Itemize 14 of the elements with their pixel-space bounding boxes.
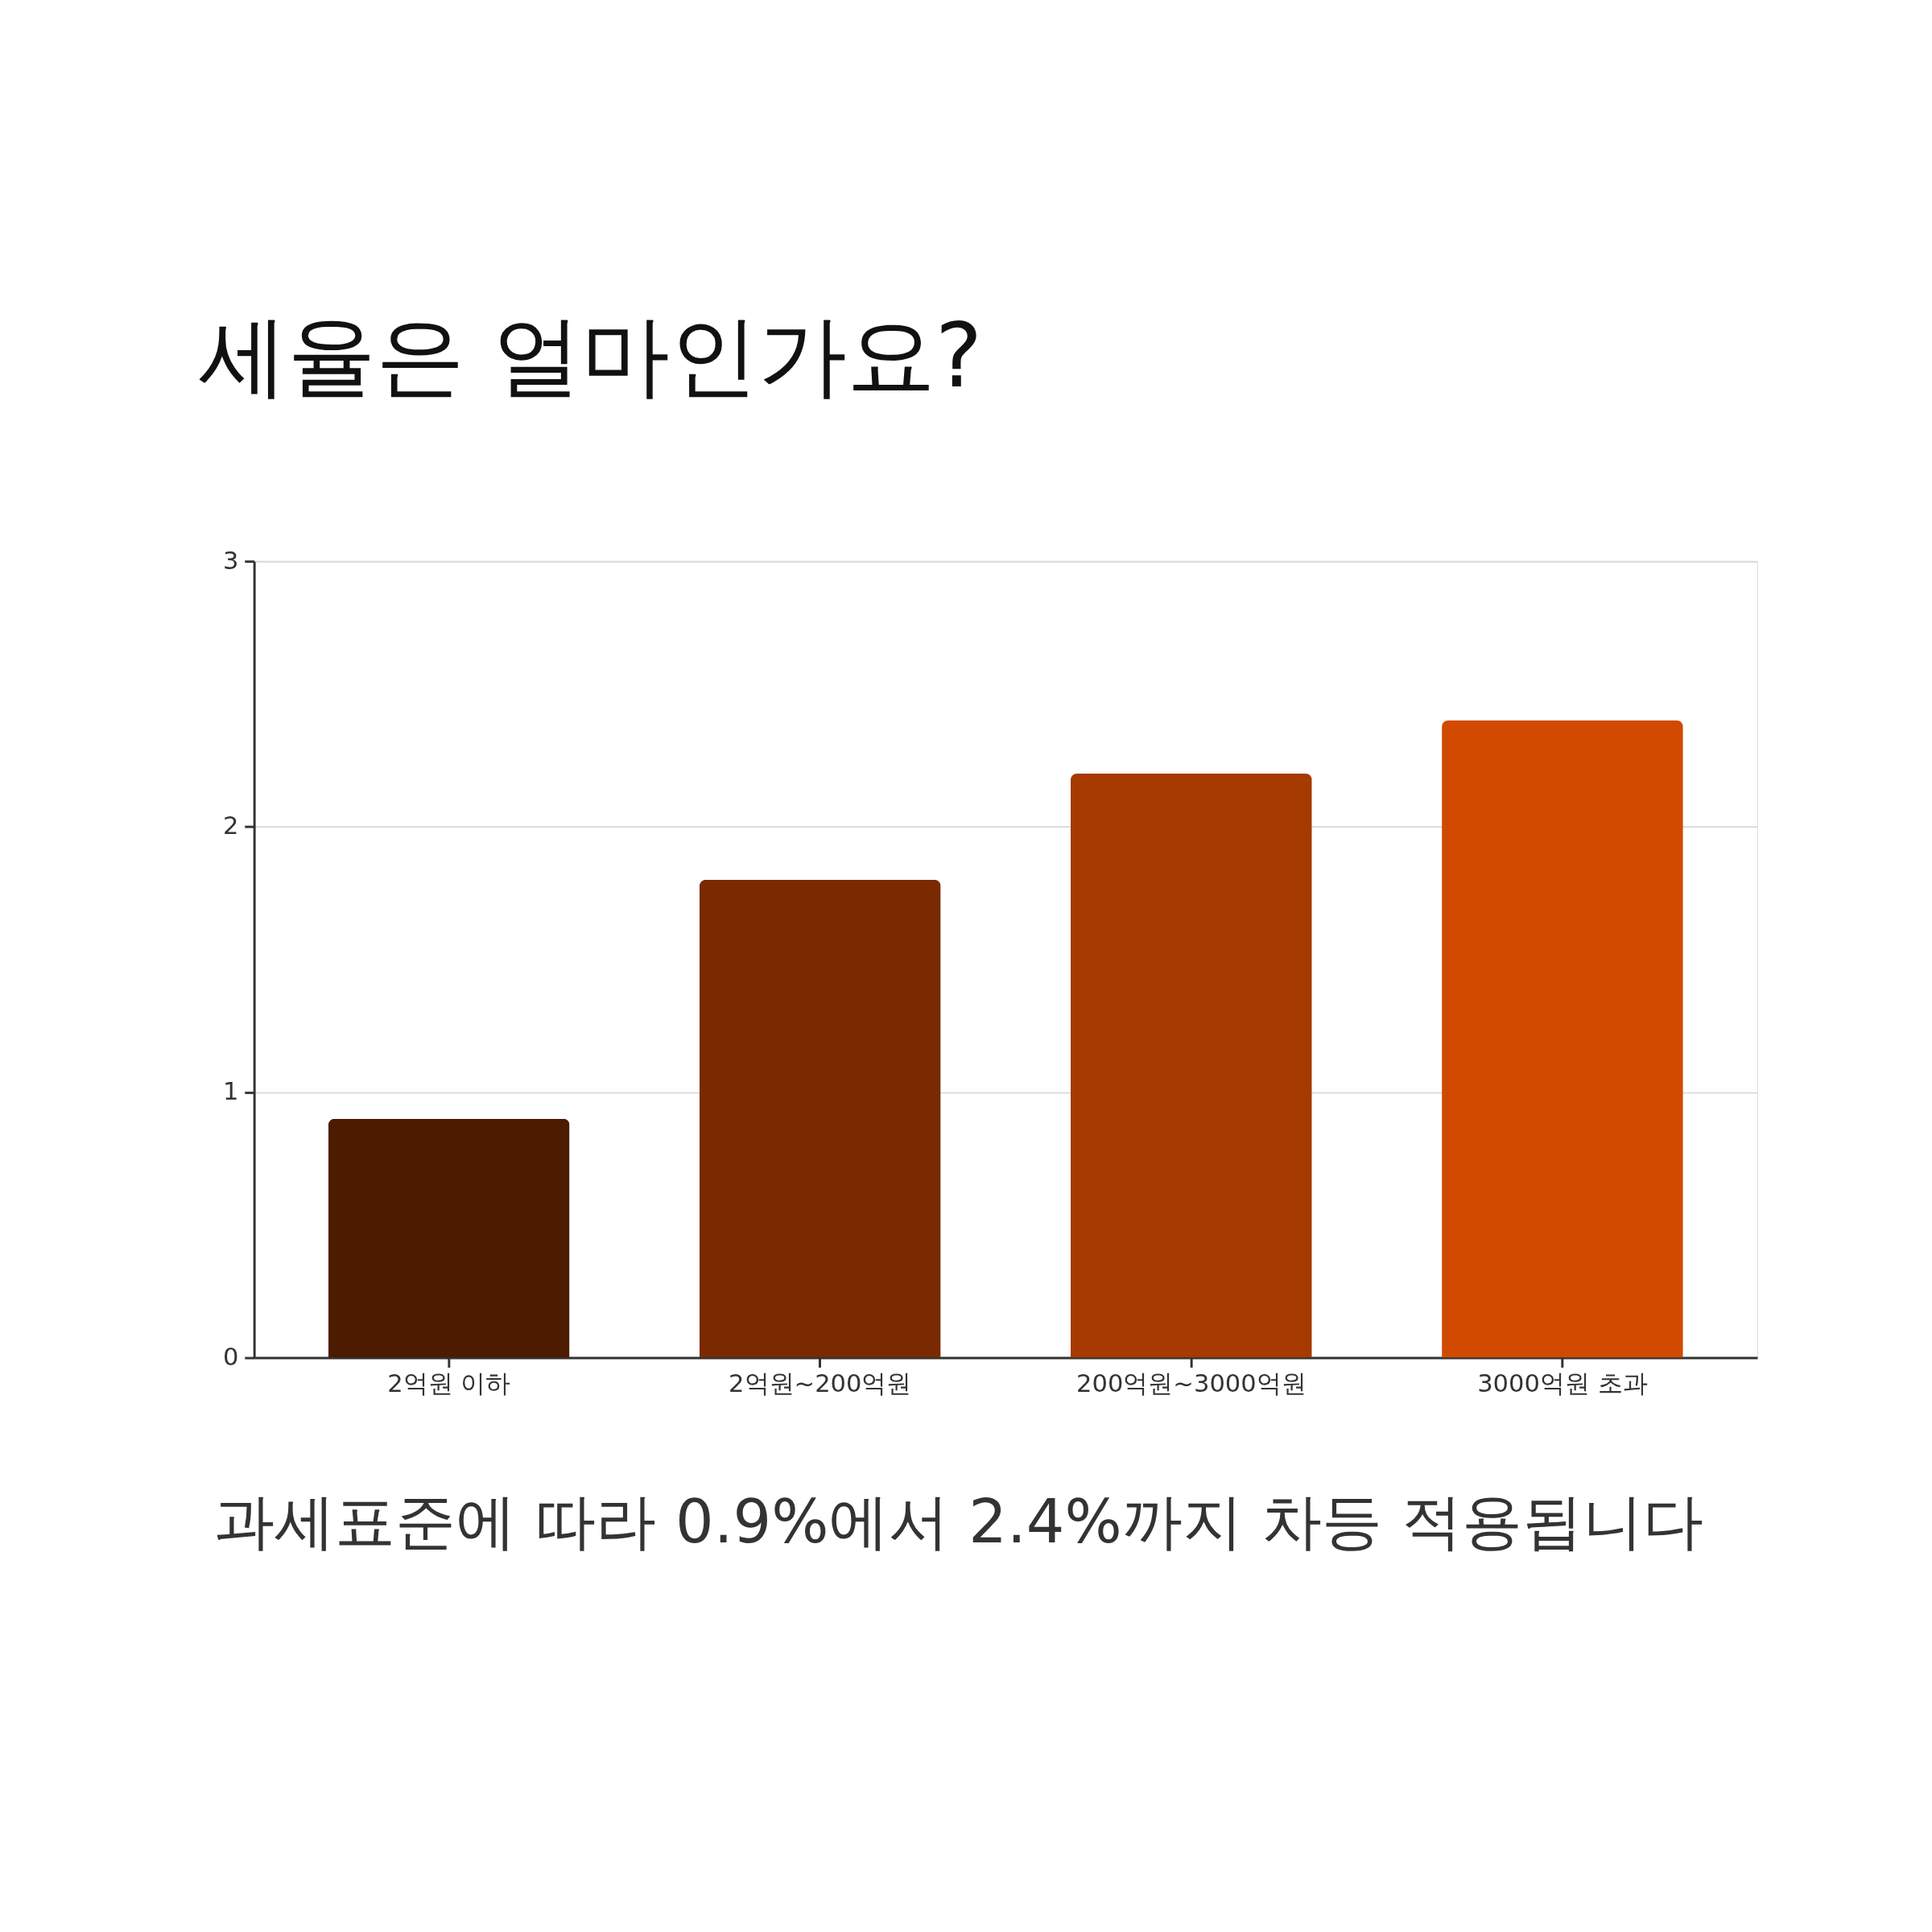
bar [328,1118,570,1358]
bar [1071,774,1312,1358]
text: 과세표준에 따라 0.9%에서 2.4%까지 차등 적용됩니다 [214,1486,1704,1558]
bar [699,879,941,1358]
y-tick-label: 2 [222,811,239,840]
chart-title: 세율은 얼마인가요? [198,303,983,408]
x-tick-label: 2억원 이하 [387,1368,511,1397]
x-tick-label: 2억원~200억원 [729,1368,912,1397]
y-tick-label: 1 [222,1077,239,1106]
x-tick-label: 3000억원 초과 [1477,1368,1648,1397]
y-tick-label: 3 [222,546,239,575]
bar [1442,720,1683,1358]
x-tick-label: 200억원~3000억원 [1075,1368,1307,1397]
y-tick-label: 0 [222,1342,239,1371]
